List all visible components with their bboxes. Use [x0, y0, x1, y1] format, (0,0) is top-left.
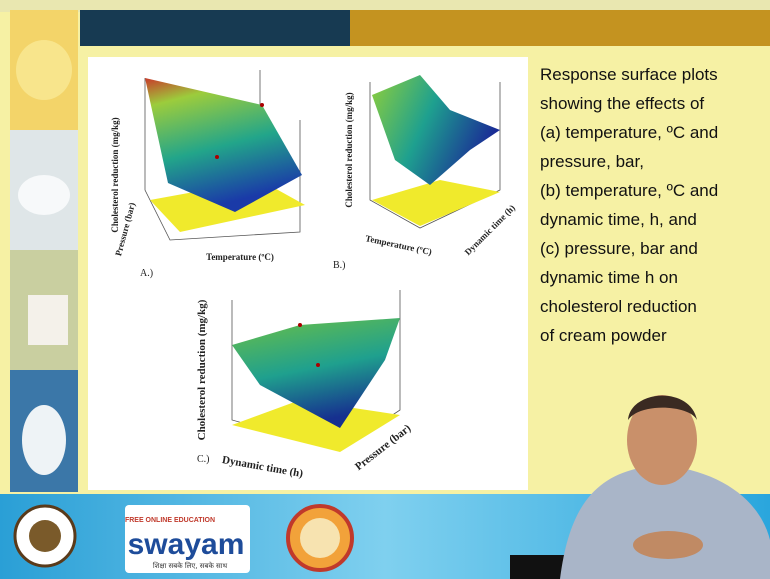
description-line: cholesterol reduction — [540, 297, 697, 316]
speaker-hands — [633, 531, 703, 559]
design-point — [215, 155, 219, 159]
logo-center — [29, 520, 61, 552]
description-line: (b) temperature, ºC and — [540, 181, 718, 200]
design-point — [316, 363, 320, 367]
description-line: (a) temperature, ºC and — [540, 123, 718, 142]
x-axis-label: Temperature (ºC) — [206, 252, 274, 262]
design-point — [298, 323, 302, 327]
z-axis-label: Cholesterol reduction (mg/kg) — [196, 299, 208, 440]
logo-tagline: FREE ONLINE EDUCATION — [125, 517, 215, 524]
z-axis-label: Cholesterol reduction (mg/kg) — [110, 117, 120, 232]
description-line: dynamic time h on — [540, 268, 678, 287]
side-images — [10, 10, 78, 492]
design-point — [260, 103, 264, 107]
panel-label: B.) — [333, 260, 346, 271]
logo-sub: शिक्षा सबके लिए, सबके साथ — [153, 561, 228, 570]
panel-label: A.) — [140, 268, 153, 279]
cream-shape — [18, 175, 70, 215]
description-line: (c) pressure, bar and — [540, 239, 698, 258]
description-line: of cream powder — [540, 326, 667, 345]
header-band-dark — [80, 10, 350, 46]
swayam-logo: FREE ONLINE EDUCATION swayam शिक्षा सबके… — [125, 505, 250, 573]
description-line: Response surface plots — [540, 65, 718, 84]
panel-label: C.) — [197, 454, 210, 465]
logo-name: swayam — [128, 528, 245, 561]
description-line: pressure, bar, — [540, 152, 644, 171]
z-axis-label: Cholesterol reduction (mg/kg) — [344, 92, 354, 207]
iit-logo — [15, 506, 75, 566]
butter-shape — [16, 40, 72, 100]
milk-splash — [22, 405, 66, 475]
description-line: dynamic time, h, and — [540, 210, 697, 229]
screen: Cholesterol reduction (mg/kg) Pressure (… — [0, 0, 770, 579]
emblem-center — [300, 518, 340, 558]
description-line: showing the effects of — [540, 94, 704, 113]
header-band-gold — [350, 10, 770, 46]
emblem-logo — [288, 506, 352, 570]
glass-shape — [28, 295, 68, 345]
